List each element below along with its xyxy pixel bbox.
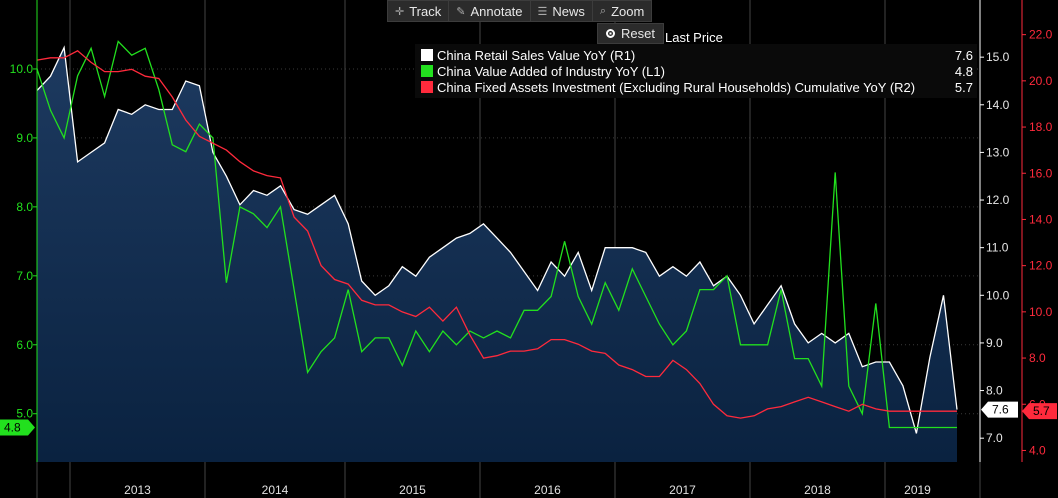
- right2-last-value: 5.7: [1033, 404, 1050, 418]
- series-area: [37, 47, 957, 462]
- track-button[interactable]: ✛ Track: [388, 1, 450, 21]
- left-tick-label: 5.0: [16, 407, 33, 421]
- legend-swatch: [421, 65, 433, 77]
- legend-item-name: China Fixed Assets Investment (Excluding…: [437, 79, 916, 95]
- right1-tick-label: 9.0: [986, 336, 1003, 350]
- right1-tick-label: 13.0: [986, 145, 1010, 159]
- right2-tick-label: 14.0: [1029, 212, 1053, 226]
- x-tick-label: 2015: [399, 483, 426, 497]
- series-line: [36, 40, 957, 429]
- right2-tick-label: 16.0: [1029, 166, 1053, 180]
- right2-tick-label: 20.0: [1029, 74, 1053, 88]
- legend-item-value: 5.7: [954, 79, 973, 95]
- legend-swatch: [421, 81, 433, 93]
- magnifier-icon: ⌕: [599, 4, 607, 17]
- legend-item-retail-sales[interactable]: China Retail Sales Value YoY (R1) 7.6: [421, 47, 973, 63]
- x-axis-band: [0, 462, 1058, 498]
- x-tick-label: 2017: [669, 483, 696, 497]
- reset-icon: [606, 29, 615, 38]
- right1-tick-label: 11.0: [986, 241, 1009, 255]
- annotate-button[interactable]: ✎ Annotate: [449, 1, 531, 21]
- right2-tick-label: 8.0: [1029, 351, 1046, 365]
- right2-last-tag: [1022, 403, 1057, 420]
- right1-last-value: 7.6: [992, 403, 1009, 417]
- series-line: [36, 50, 957, 419]
- x-tick-label: 2013: [124, 483, 151, 497]
- x-tick-label: 2018: [804, 483, 831, 497]
- legend-item-value: 7.6: [954, 47, 973, 63]
- right1-last-tag: [981, 401, 1018, 418]
- left-tick-label: 10.0: [10, 62, 34, 76]
- left-tick-label: 9.0: [16, 131, 33, 145]
- news-icon: ☰: [537, 5, 548, 18]
- legend-item-value: 4.8: [954, 63, 973, 79]
- left-last-tag: [0, 419, 35, 436]
- legend-swatch: [421, 49, 433, 61]
- annotate-label: Annotate: [470, 3, 523, 19]
- left-last-value: 4.8: [4, 421, 21, 435]
- right1-tick-label: 7.0: [986, 431, 1003, 445]
- track-label: Track: [409, 3, 442, 19]
- zoom-button[interactable]: ⌕ Zoom: [593, 1, 651, 21]
- right1-tick-label: 8.0: [986, 384, 1003, 398]
- left-tick-label: 6.0: [16, 338, 33, 352]
- legend-item-name: China Value Added of Industry YoY (L1): [437, 63, 665, 79]
- legend-item-fixed-assets[interactable]: China Fixed Assets Investment (Excluding…: [421, 79, 973, 95]
- x-tick-label: 2014: [262, 483, 289, 497]
- zoom-label: Zoom: [611, 3, 645, 19]
- right2-tick-label: 4.0: [1029, 443, 1046, 457]
- right2-tick-label: 22.0: [1029, 28, 1053, 42]
- pencil-icon: ✎: [456, 5, 466, 18]
- legend-item-industry[interactable]: China Value Added of Industry YoY (L1) 4…: [421, 63, 973, 79]
- legend-item-name: China Retail Sales Value YoY (R1): [437, 47, 636, 63]
- right1-tick-label: 12.0: [986, 193, 1010, 207]
- x-tick-label: 2016: [534, 483, 561, 497]
- reset-button[interactable]: Reset: [597, 23, 664, 44]
- chart-legend: Last Price China Retail Sales Value YoY …: [415, 30, 977, 98]
- x-tick-label: 2019: [904, 483, 931, 497]
- legend-header: Last Price: [665, 30, 723, 45]
- chart-toolbar: ✛ Track ✎ Annotate ☰ News ⌕ Zoom: [387, 0, 653, 22]
- right1-tick-label: 14.0: [986, 98, 1010, 112]
- crosshair-icon: ✛: [395, 5, 405, 18]
- news-label: News: [552, 3, 585, 19]
- right1-tick-label: 15.0: [986, 50, 1010, 64]
- left-tick-label: 8.0: [16, 200, 33, 214]
- left-tick-label: 7.0: [16, 269, 33, 283]
- right2-tick-label: 10.0: [1029, 305, 1053, 319]
- right2-tick-label: 12.0: [1029, 259, 1053, 273]
- series-line: [36, 45, 958, 434]
- reset-label: Reset: [621, 26, 655, 41]
- right1-tick-label: 10.0: [986, 288, 1010, 302]
- right2-tick-label: 18.0: [1029, 120, 1053, 134]
- news-button[interactable]: ☰ News: [531, 1, 593, 21]
